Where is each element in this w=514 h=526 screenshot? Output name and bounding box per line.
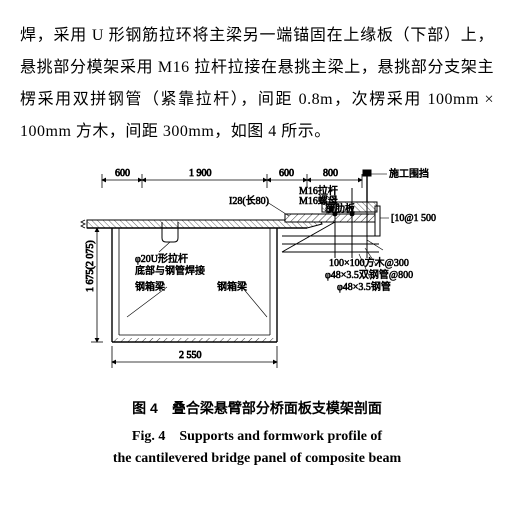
figure-svg: 600 1 900 600 800 — [67, 162, 447, 382]
caption-en-line1: Fig. 4 Supports and formwork profile of — [20, 426, 494, 448]
caption-cn: 图 4 叠合梁悬臂部分桥面板支模架剖面 — [20, 398, 494, 418]
box-girder — [87, 214, 322, 342]
dim-2550: 2 550 — [179, 350, 202, 361]
caption-en-line2: the cantilevered bridge panel of composi… — [20, 448, 494, 470]
dim-600-left: 600 — [115, 168, 130, 179]
label-box2: 钢箱梁 — [217, 280, 247, 293]
figure-4: 600 1 900 600 800 — [67, 162, 447, 382]
label-wood: 100×100方木@300 — [329, 256, 409, 269]
dim-bottom: 2 550 — [112, 346, 277, 368]
label-weld: 底部与钢管焊接 — [135, 264, 205, 277]
dim-vertical: 1 675(2 075) — [85, 228, 103, 342]
label-i28: I28(长80) — [229, 195, 269, 207]
dim-1900: 1 900 — [189, 168, 212, 179]
label-ch10: [10@1 500 — [391, 213, 436, 224]
dim-800: 800 — [323, 168, 338, 179]
dim-600-right: 600 — [279, 168, 294, 179]
label-pipe1: φ48×3.5钢管 — [337, 280, 391, 293]
dim-1675: 1 675(2 075) — [85, 240, 96, 292]
label-sgwd: 施工围挡 — [389, 167, 429, 180]
label-box1: 钢箱梁 — [135, 280, 165, 293]
label-phi20u: φ20U形拉杆 — [135, 252, 188, 265]
top-dimensions: 600 1 900 600 800 — [102, 168, 362, 188]
label-pipe2: φ48×3.5双钢管@800 — [325, 268, 413, 281]
body-paragraph: 焊，采用 U 形钢筋拉环将主梁另一端锚固在上缘板（下部）上，悬挑部分模架采用 M… — [20, 20, 494, 148]
label-flb: 覆肋板 — [325, 202, 355, 215]
